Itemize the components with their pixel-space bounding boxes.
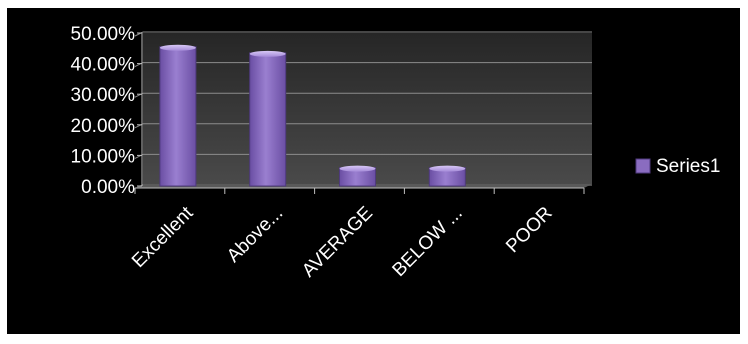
bar-top [339,165,376,172]
bar [428,165,466,187]
y-axis-tick-labels: 0.00% 10.00% 20.00% 30.00% 40.00% 50.00% [71,24,136,198]
legend-label: Series1 [656,156,720,177]
plot-area [135,33,592,188]
gridlines [134,31,592,159]
bars [159,44,466,187]
bar [339,165,376,187]
y-tick-label: 30.00% [71,85,136,106]
legend-swatch [635,158,651,174]
axes [134,32,585,194]
y-tick-label: 40.00% [71,55,136,76]
bar-body [249,52,287,187]
bar-top [429,165,466,172]
plot-back-wall [143,33,592,186]
bar-body [159,46,197,187]
bar-top [159,44,196,51]
y-tick-label: 0.00% [81,177,135,198]
y-tick-label: 20.00% [71,116,136,137]
bar [159,44,197,187]
legend: Series1 [635,156,720,177]
y-tick-label: 50.00% [71,24,136,45]
bar [249,50,287,187]
y-tick-label: 10.00% [71,146,136,167]
bar-top [249,50,286,57]
